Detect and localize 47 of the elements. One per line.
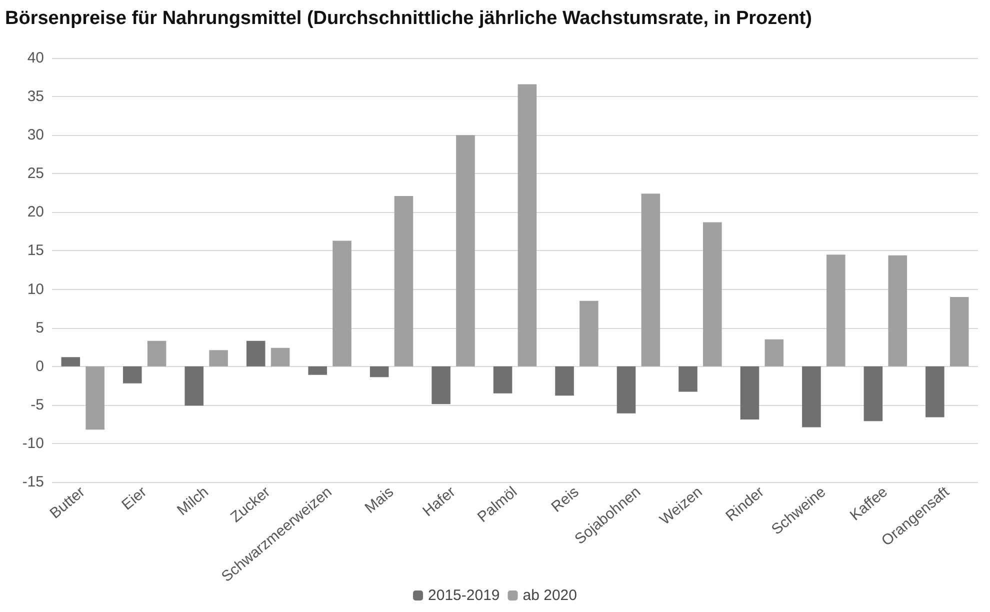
bar xyxy=(641,194,660,366)
x-tick-label: Mais xyxy=(362,483,397,517)
bar xyxy=(493,366,512,394)
bar xyxy=(394,196,414,366)
x-tick-label: Eier xyxy=(118,483,150,514)
y-tick-label: -15 xyxy=(22,474,44,490)
y-tick-label: 10 xyxy=(27,280,44,298)
bar xyxy=(370,366,389,378)
bar xyxy=(122,366,142,384)
bar xyxy=(580,300,598,366)
y-tick-label: -10 xyxy=(22,434,44,452)
chart-title: Börsenpreise für Nahrungsmittel (Durchschnittliche jährliche Wachstumsrate, in Prozent) xyxy=(5,8,812,29)
bar xyxy=(184,366,204,406)
bar xyxy=(209,350,228,366)
bar xyxy=(555,366,574,396)
bar xyxy=(950,296,969,366)
legend-label: 2015-2019 xyxy=(428,587,500,604)
bar xyxy=(926,366,944,418)
y-tick-label: 35 xyxy=(27,88,44,106)
bar xyxy=(456,135,475,366)
bar xyxy=(888,255,908,366)
y-tick-label: 0 xyxy=(36,358,44,375)
bar xyxy=(270,348,290,366)
y-tick-label: 5 xyxy=(36,319,44,336)
bar xyxy=(826,254,846,366)
bar xyxy=(518,84,537,366)
bar xyxy=(308,366,327,375)
bar xyxy=(764,339,784,366)
bar xyxy=(147,340,166,366)
bar xyxy=(432,366,450,404)
legend-label: ab 2020 xyxy=(522,587,577,604)
bar xyxy=(864,366,883,422)
bar xyxy=(332,240,352,366)
bar xyxy=(86,366,104,430)
bar xyxy=(802,366,821,428)
bar xyxy=(703,222,722,366)
y-tick-label: 25 xyxy=(27,165,44,182)
bar xyxy=(616,366,636,414)
y-tick-label: 20 xyxy=(27,204,44,221)
y-tick-label: -5 xyxy=(30,396,44,414)
bar xyxy=(246,340,266,366)
y-tick-label: 15 xyxy=(27,242,44,260)
y-tick-label: 40 xyxy=(27,50,44,66)
bar xyxy=(740,366,760,420)
y-tick-label: 30 xyxy=(27,126,44,144)
bar xyxy=(61,357,80,366)
bar xyxy=(678,366,698,392)
